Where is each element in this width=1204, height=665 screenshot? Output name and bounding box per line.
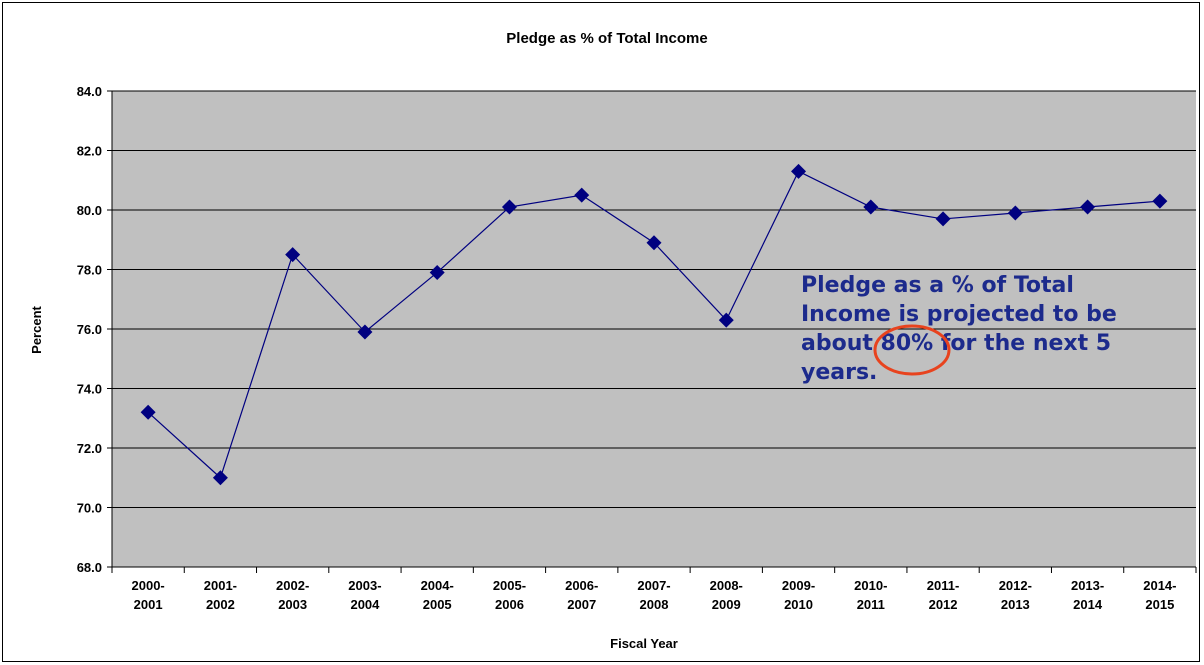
x-tick-label: 2013-2014 (1071, 578, 1104, 612)
x-tick-label: 2010-2011 (854, 578, 887, 612)
y-tick-label: 80.0 (77, 203, 102, 218)
data-point (1080, 199, 1096, 215)
data-point (935, 211, 951, 227)
x-tick-label: 2007-2008 (637, 578, 670, 612)
data-point (285, 247, 301, 263)
data-point (718, 312, 734, 328)
y-tick-label: 72.0 (77, 441, 102, 456)
axes: 68.0 70.0 72.0 74.0 76.0 78.0 80.0 82.0 84.0 2000… (77, 84, 1197, 612)
x-tick-label: 2011-2012 (927, 578, 960, 612)
y-tick-label: 84.0 (77, 84, 102, 99)
annotation-line: Pledge as a % of Total (801, 273, 1074, 298)
y-tick-label: 70.0 (77, 501, 102, 516)
x-tick-label: 2012-2013 (999, 578, 1032, 612)
x-tick-label: 2001-2002 (204, 578, 237, 612)
y-tick-label: 82.0 (77, 144, 102, 159)
data-point (574, 187, 590, 203)
data-point (1152, 193, 1168, 209)
data-point (646, 235, 662, 251)
data-point (140, 404, 156, 420)
data-point (357, 324, 373, 340)
annotation-line: about 80% for the next 5 (801, 331, 1111, 356)
annotation-line: years. (801, 360, 877, 385)
x-tick-label: 2000-2001 (132, 578, 165, 612)
x-tick-label: 2014-2015 (1143, 578, 1176, 612)
data-point (1007, 205, 1023, 221)
y-tick-label: 68.0 (77, 560, 102, 575)
data-point (791, 163, 807, 179)
x-axis-title: Fiscal Year (610, 636, 678, 651)
x-tick-label: 2009-2010 (782, 578, 815, 612)
highlight-circle (873, 324, 951, 376)
chart-title: Pledge as % of Total Income (506, 30, 707, 47)
data-point (429, 264, 445, 280)
series (140, 163, 1168, 486)
annotation-line: Income is projected to be (801, 302, 1117, 327)
x-tick-label: 2005-2006 (493, 578, 526, 612)
x-tick-label: 2004-2005 (421, 578, 454, 612)
gridlines (112, 90, 1196, 568)
y-axis-title: Percent (29, 305, 44, 353)
x-tick-label: 2002-2003 (276, 578, 309, 612)
annotation: Pledge as a % of Total Income is projecte… (801, 273, 1117, 385)
y-tick-label: 76.0 (77, 322, 102, 337)
data-point (212, 470, 228, 486)
y-tick-label: 78.0 (77, 263, 102, 278)
x-tick-label: 2008-2009 (710, 578, 743, 612)
data-point (501, 199, 517, 215)
x-tick-label: 2003-2004 (348, 578, 381, 612)
x-tick-label: 2006-2007 (565, 578, 598, 612)
y-tick-label: 74.0 (77, 382, 102, 397)
data-point (863, 199, 879, 215)
